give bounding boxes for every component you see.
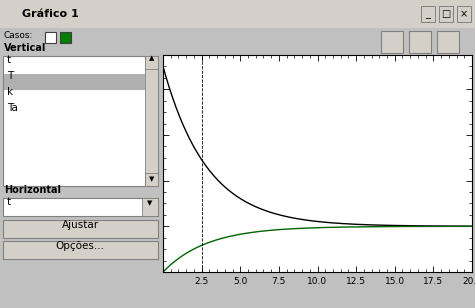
Bar xyxy=(45,32,56,43)
Text: t: t xyxy=(7,197,11,207)
Bar xyxy=(145,56,158,69)
Bar xyxy=(142,198,158,216)
Text: ▼: ▼ xyxy=(149,176,155,182)
Text: k: k xyxy=(7,87,13,97)
Bar xyxy=(437,31,459,53)
Bar xyxy=(409,31,431,53)
Text: Gráfico 1: Gráfico 1 xyxy=(22,9,79,19)
Text: ×: × xyxy=(460,9,468,19)
Bar xyxy=(421,6,435,22)
Text: Vertical: Vertical xyxy=(4,43,47,53)
Text: _: _ xyxy=(426,9,430,19)
Text: t: t xyxy=(7,55,11,65)
Bar xyxy=(3,56,158,186)
Bar xyxy=(145,173,158,186)
Bar xyxy=(439,6,453,22)
Text: ▼: ▼ xyxy=(147,200,152,206)
Bar xyxy=(457,6,471,22)
Bar xyxy=(381,31,403,53)
Text: Ajustar: Ajustar xyxy=(61,220,99,230)
Text: ▲: ▲ xyxy=(149,55,155,61)
Bar xyxy=(3,220,158,238)
Text: Opções...: Opções... xyxy=(56,241,104,251)
Text: Ta: Ta xyxy=(7,103,18,113)
Bar xyxy=(4,74,145,90)
Text: Casos:: Casos: xyxy=(4,31,33,40)
Text: □: □ xyxy=(441,9,451,19)
Text: T: T xyxy=(7,71,13,81)
Text: Horizontal: Horizontal xyxy=(4,185,61,195)
Bar xyxy=(3,241,158,259)
Bar xyxy=(145,56,158,186)
Bar xyxy=(3,198,158,216)
Bar xyxy=(60,32,71,43)
